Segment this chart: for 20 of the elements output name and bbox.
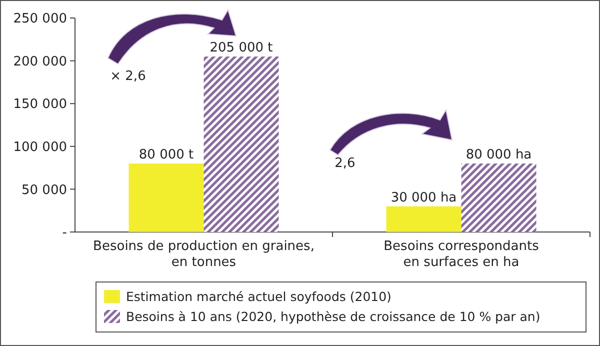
annotation: × 2,6	[110, 69, 146, 84]
y-tick-label: 150 000	[13, 97, 67, 112]
legend-label: Besoins à 10 ans (2020, hypothèse de croissance de 10 % par an)	[126, 309, 540, 324]
y-tick-label: 50 000	[22, 182, 67, 198]
y-tick-label: 200 000	[13, 54, 67, 70]
data-label: 80 000 t	[138, 148, 194, 163]
data-label: 80 000 ha	[466, 148, 532, 163]
bar	[386, 206, 462, 232]
x-tick-label: Besoins correspondants en surfaces en ha	[384, 239, 540, 270]
data-label: 205 000 t	[210, 40, 273, 56]
y-tick-label: -	[62, 226, 68, 241]
y-tick-label: 100 000	[13, 140, 67, 155]
data-label: 30 000 ha	[390, 190, 457, 206]
x-tick-label: Besoins de production en graines, en tonnes	[93, 239, 314, 270]
y-tick-label: 250 000	[13, 12, 67, 27]
legend-label: Estimation marché actuel soyfoods (2010)	[126, 289, 392, 304]
bar	[204, 56, 279, 232]
annotation: 2,6	[334, 156, 356, 171]
bar	[128, 164, 204, 232]
bar	[461, 164, 536, 232]
